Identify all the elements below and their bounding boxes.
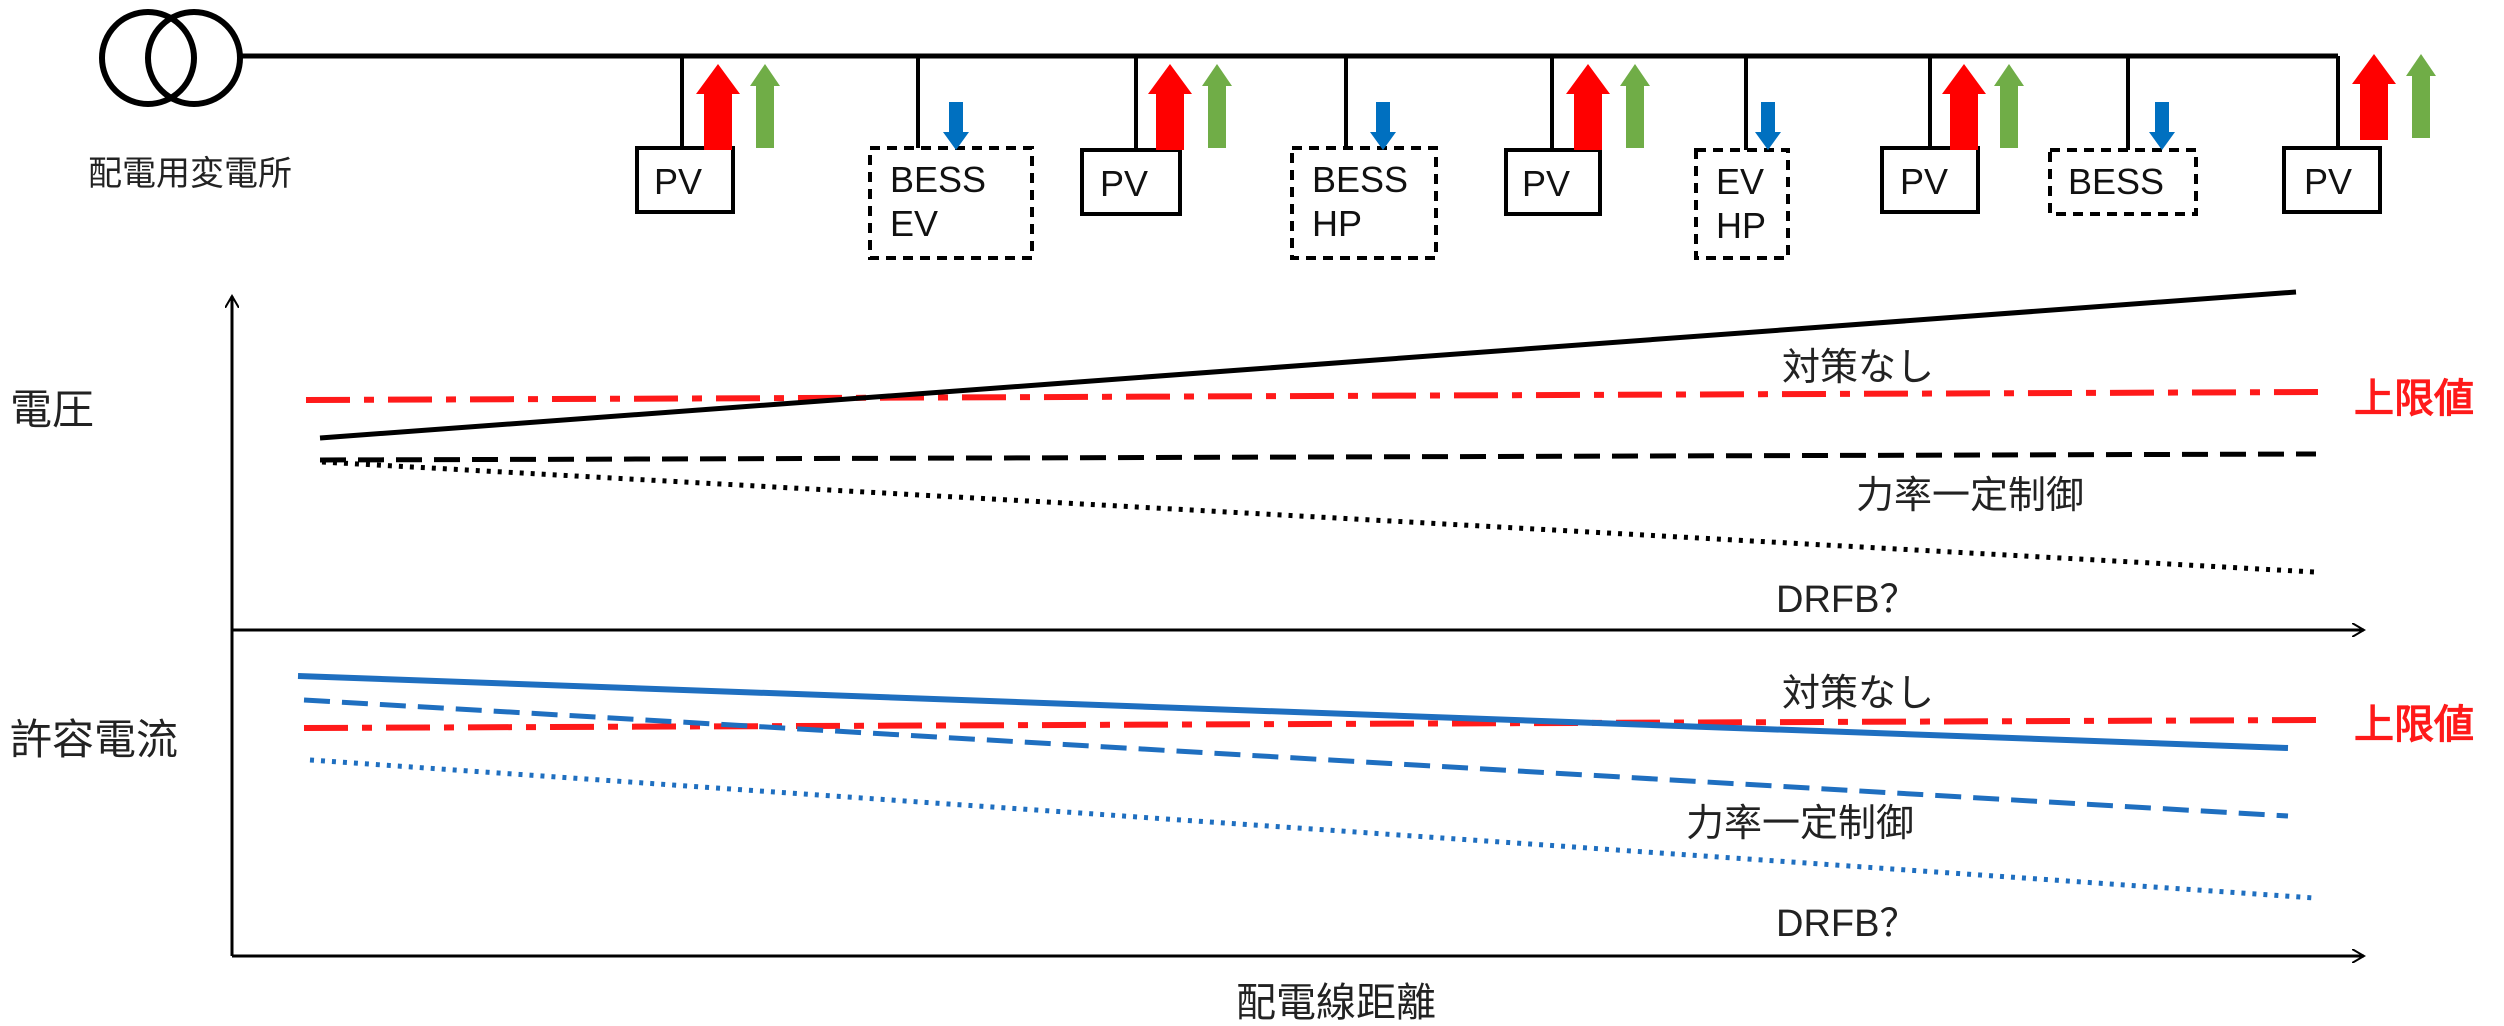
current-curve-no-measure-label: 対策なし bbox=[1782, 673, 1934, 715]
device-label: PV bbox=[2304, 161, 2352, 202]
x-axis-label: 配電線距離 bbox=[1236, 981, 1436, 1025]
device-ev-hp: EV HP bbox=[1694, 56, 1790, 260]
green-up-arrow-icon bbox=[1202, 64, 1232, 148]
voltage-upper-limit-line bbox=[305, 389, 2319, 403]
device-pv-2: PV bbox=[1080, 56, 1182, 216]
voltage-limit-label: 上限値 bbox=[2354, 377, 2474, 421]
device-pv-5: PV bbox=[2282, 56, 2382, 214]
current-curve-pf-control bbox=[303, 697, 2289, 819]
green-up-arrow-icon bbox=[750, 64, 780, 148]
substation-label: 配電用変電所 bbox=[88, 155, 292, 193]
device-pv-1: PV bbox=[635, 56, 735, 214]
voltage-curve-pf-control bbox=[319, 451, 2317, 463]
green-up-arrow-icon bbox=[1994, 64, 2024, 148]
device-pv-4: PV bbox=[1880, 56, 1980, 214]
voltage-curve-drfb-label: DRFB？ bbox=[1776, 579, 1917, 621]
green-up-arrow-icon bbox=[2406, 54, 2436, 138]
device-label: BESS bbox=[2068, 161, 2164, 202]
reverse-power-flow-arrow-icon bbox=[2352, 54, 2396, 140]
current-axis-label: 許容電流 bbox=[10, 716, 178, 763]
device-label: BESS bbox=[890, 159, 986, 200]
load-arrow-icon bbox=[943, 102, 969, 150]
reverse-power-flow-arrow-icon bbox=[1942, 64, 1986, 150]
voltage-curve-no-measure bbox=[319, 289, 2297, 441]
device-label-2: EV bbox=[890, 203, 938, 244]
device-bess-ev: BESS EV bbox=[868, 56, 1034, 260]
device-label: EV bbox=[1716, 161, 1764, 202]
current-curve-no-measure bbox=[297, 673, 2289, 751]
device-label: PV bbox=[654, 161, 702, 202]
current-curve-drfb bbox=[309, 757, 2315, 901]
reverse-power-flow-arrow-icon bbox=[1566, 64, 1610, 150]
device-label: PV bbox=[1900, 161, 1948, 202]
device-bess: BESS bbox=[2048, 56, 2198, 216]
current-upper-limit-line bbox=[303, 717, 2319, 731]
device-label-2: HP bbox=[1716, 205, 1766, 246]
current-curve-drfb-label: DRFB？ bbox=[1776, 903, 1917, 945]
voltage-curve-drfb bbox=[321, 459, 2315, 575]
voltage-curve-pf-control-label: 力率一定制御 bbox=[1856, 475, 2084, 517]
load-arrow-icon bbox=[2149, 102, 2175, 150]
current-curve-pf-control-label: 力率一定制御 bbox=[1686, 803, 1914, 845]
voltage-axis-label: 電圧 bbox=[10, 386, 94, 433]
voltage-curve-no-measure-label: 対策なし bbox=[1782, 347, 1934, 389]
green-up-arrow-icon bbox=[1620, 64, 1650, 148]
substation-transformer-icon bbox=[99, 9, 243, 107]
load-arrow-icon bbox=[1370, 102, 1396, 150]
device-label: BESS bbox=[1312, 159, 1408, 200]
device-label: PV bbox=[1522, 163, 1570, 204]
reverse-power-flow-arrow-icon bbox=[696, 64, 740, 150]
load-arrow-icon bbox=[1755, 102, 1781, 150]
device-label-2: HP bbox=[1312, 203, 1362, 244]
device-pv-3: PV bbox=[1504, 56, 1602, 216]
reverse-power-flow-arrow-icon bbox=[1148, 64, 1192, 150]
device-bess-hp: BESS HP bbox=[1290, 56, 1438, 260]
device-label: PV bbox=[1100, 163, 1148, 204]
current-limit-label: 上限値 bbox=[2354, 703, 2474, 747]
